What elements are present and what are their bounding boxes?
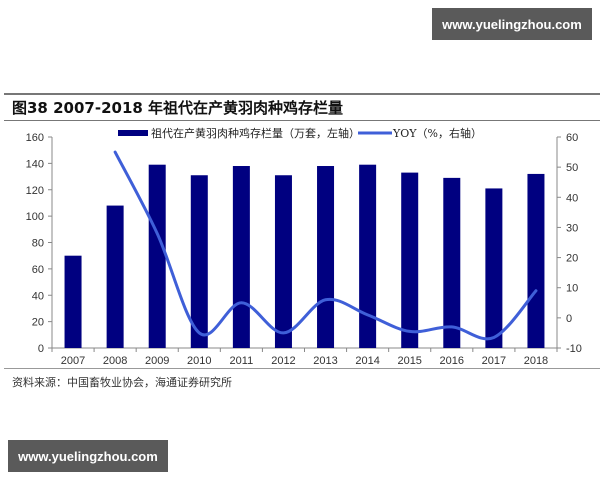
legend: 祖代在产黄羽肉种鸡存栏量（万套，左轴） YOY（%，右轴） (118, 126, 482, 140)
x-tick-label: 2014 (355, 355, 379, 367)
left-tick-label: 20 (32, 317, 44, 329)
bar (148, 164, 166, 348)
bar (232, 166, 250, 348)
x-tick-label: 2012 (271, 355, 295, 367)
right-tick-label: -10 (566, 343, 582, 355)
right-tick-label: 10 (566, 283, 578, 295)
bar (106, 205, 124, 348)
legend-line-label: YOY（%，右轴） (392, 126, 482, 140)
x-tick-label: 2011 (230, 355, 254, 367)
x-tick-label: 2007 (61, 355, 85, 367)
chart: 祖代在产黄羽肉种鸡存栏量（万套，左轴） YOY（%，右轴） 0 20 40 60 80 1… (26, 126, 582, 367)
yoy-line-path (113, 150, 538, 341)
bar (485, 188, 503, 348)
figure-title: 图38 2007-2018 年祖代在产黄羽肉种鸡存栏量 (12, 99, 344, 117)
title-bottom-rule (4, 120, 600, 121)
left-tick-label: 140 (26, 158, 44, 170)
bar (190, 175, 208, 348)
left-tick-label: 100 (26, 211, 44, 223)
left-tick-label: 120 (26, 185, 44, 197)
x-tick-label: 2016 (440, 355, 464, 367)
left-tick-label: 80 (32, 238, 44, 250)
x-tick-label: 2010 (187, 355, 211, 367)
left-tick-label: 40 (32, 290, 44, 302)
bar (274, 175, 292, 348)
x-tick-label: 2008 (103, 355, 127, 367)
legend-bar-label: 祖代在产黄羽肉种鸡存栏量（万套，左轴） (151, 126, 360, 140)
right-tick-label: 0 (566, 313, 572, 325)
title-top-rule (4, 93, 600, 95)
x-tick-label: 2018 (524, 355, 548, 367)
left-tick-label: 0 (38, 343, 44, 355)
right-tick-label: 50 (566, 162, 578, 174)
left-tick-label: 60 (32, 264, 44, 276)
bar (443, 177, 461, 348)
bar (527, 173, 545, 348)
right-tick-label: 20 (566, 253, 578, 265)
source-rule (4, 368, 600, 369)
source-note: 资料来源：中国畜牧业协会，海通证券研究所 (12, 376, 232, 389)
bar (64, 255, 82, 348)
watermark-top: www.yuelingzhou.com (432, 8, 592, 40)
x-tick-label: 2009 (145, 355, 169, 367)
x-tick-label: 2015 (397, 355, 421, 367)
bar (317, 166, 335, 348)
right-tick-label: 30 (566, 222, 578, 234)
right-tick-label: 40 (566, 192, 578, 204)
left-tick-label: 160 (26, 132, 44, 144)
axes: 0 20 40 60 80 100 120 140 160 -10 0 10 20 30 40 50 60 200… (26, 132, 582, 367)
x-tick-label: 2017 (482, 355, 506, 367)
bar (359, 164, 377, 348)
legend-bar-swatch (118, 130, 148, 136)
yoy-line (113, 150, 538, 341)
right-tick-label: 60 (566, 132, 578, 144)
watermark-bottom: www.yuelingzhou.com (8, 440, 168, 472)
bar (401, 172, 419, 348)
x-tick-label: 2013 (313, 355, 337, 367)
